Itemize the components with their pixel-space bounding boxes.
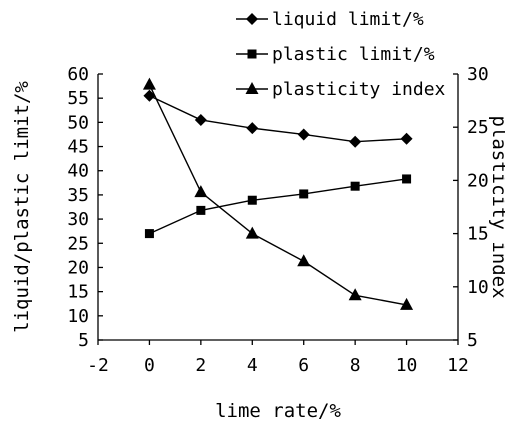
legend-marker (245, 82, 259, 94)
data-point (297, 128, 310, 141)
x-tick-label: 0 (144, 355, 155, 376)
legend-item: plasticity index (236, 79, 446, 100)
y-left-tick-label: 30 (67, 209, 89, 230)
series-triangle (142, 77, 414, 310)
y-axis-left-title: liquid/plastic limit/% (11, 81, 33, 333)
data-point (194, 113, 207, 126)
legend-item: liquid limit/% (236, 9, 424, 30)
data-point (299, 189, 309, 199)
y-left-tick-label: 35 (67, 185, 89, 206)
data-point (245, 226, 259, 239)
y-axis-right-title: plasticity index (488, 115, 505, 298)
data-point (400, 297, 414, 310)
y-left-tick-label: 20 (67, 257, 89, 278)
x-tick-label: -2 (87, 355, 109, 376)
data-point (142, 77, 156, 90)
x-tick-label: 12 (447, 355, 469, 376)
data-point (247, 195, 257, 205)
y-right-tick-label: 5 (467, 330, 478, 351)
y-right-tick-label: 30 (467, 64, 489, 85)
legend-label: plastic limit/% (272, 44, 435, 65)
x-tick-label: 10 (396, 355, 418, 376)
x-tick-label: 4 (247, 355, 258, 376)
series-line (148, 84, 407, 306)
series-diamond (143, 89, 413, 148)
data-point (194, 185, 208, 198)
y-left-tick-label: 50 (67, 112, 89, 133)
axes: 5 10 15 20 25 30 35 40 45 50 55 60 5 10 15 20 25 30 -2 0 2 4 6… (67, 64, 488, 376)
y-left-tick-label: 60 (67, 64, 89, 85)
y-right-tick-label: 20 (467, 170, 489, 191)
series-square (144, 174, 412, 239)
y-left-tick-label: 45 (67, 137, 89, 158)
y-right-tick-label: 15 (467, 224, 489, 245)
series-group (142, 77, 414, 310)
legend-marker (247, 49, 257, 59)
y-right-tick-label: 25 (467, 117, 489, 138)
data-point (402, 174, 412, 184)
x-tick-label: 2 (195, 355, 206, 376)
y-left-tick-label: 5 (78, 330, 89, 351)
data-point (350, 181, 360, 191)
y-left-tick-label: 55 (67, 88, 89, 109)
y-left-tick-label: 15 (67, 282, 89, 303)
data-point (143, 89, 156, 102)
data-point (348, 288, 362, 301)
legend-item: plastic limit/% (236, 44, 435, 65)
data-point (246, 122, 259, 135)
y-left-tick-label: 40 (67, 161, 89, 182)
x-tick-label: 8 (350, 355, 361, 376)
y-left-tick-label: 10 (67, 306, 89, 327)
data-point (144, 229, 154, 239)
series-line (149, 178, 407, 235)
legend: liquid limit/% plastic limit/% plasticity … (236, 9, 446, 100)
data-point (400, 132, 413, 145)
y-left-tick-label: 25 (67, 233, 89, 254)
data-point (297, 254, 311, 267)
data-point (196, 205, 206, 215)
data-point (349, 135, 362, 148)
legend-label: plasticity index (272, 79, 446, 100)
y-right-tick-label: 10 (467, 277, 489, 298)
series-line (149, 95, 407, 143)
legend-marker (246, 13, 258, 25)
x-axis-title: lime rate/% (215, 400, 341, 422)
legend-label: liquid limit/% (272, 9, 424, 30)
x-tick-label: 6 (298, 355, 309, 376)
